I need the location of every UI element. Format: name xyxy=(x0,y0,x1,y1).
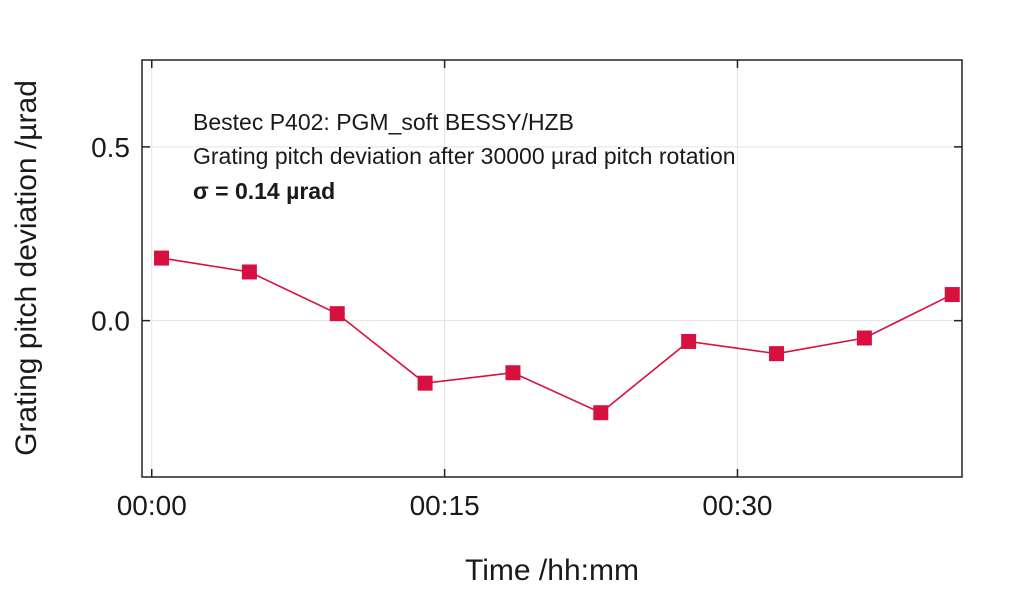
data-point xyxy=(856,330,872,346)
data-point xyxy=(681,333,697,349)
data-point xyxy=(593,405,609,421)
x-tick-label: 00:30 xyxy=(702,490,772,521)
annotation-instrument: Bestec P402: PGM_soft BESSY/HZB xyxy=(193,109,574,135)
data-point xyxy=(769,346,785,362)
x-tick-label: 00:15 xyxy=(410,490,480,521)
y-axis-label: Grating pitch deviation /µrad xyxy=(10,80,43,456)
plot-frame xyxy=(141,59,963,478)
data-point xyxy=(505,365,521,381)
data-point xyxy=(944,287,960,303)
y-tick-label: 0.0 xyxy=(91,306,130,337)
data-point xyxy=(154,250,170,266)
annotation-description: Grating pitch deviation after 30000 µrad… xyxy=(193,143,736,169)
data-point xyxy=(417,375,433,391)
annotation-sigma: σ = 0.14 µrad xyxy=(193,178,335,204)
y-tick-label: 0.5 xyxy=(91,132,130,163)
axis-ticks: 00:00 00:15 00:30 0.0 0.5 xyxy=(91,60,962,521)
data-point xyxy=(329,306,345,322)
series-1 xyxy=(154,250,960,421)
x-axis-label: Time /hh:mm xyxy=(465,554,639,587)
grid xyxy=(142,60,962,477)
data-point xyxy=(241,264,257,280)
series-line xyxy=(161,257,953,414)
x-tick-label: 00:00 xyxy=(117,490,187,521)
